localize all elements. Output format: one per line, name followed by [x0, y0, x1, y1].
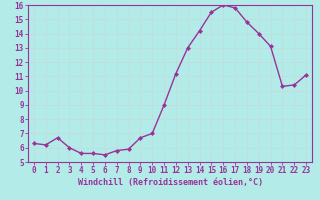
X-axis label: Windchill (Refroidissement éolien,°C): Windchill (Refroidissement éolien,°C) — [77, 178, 262, 187]
